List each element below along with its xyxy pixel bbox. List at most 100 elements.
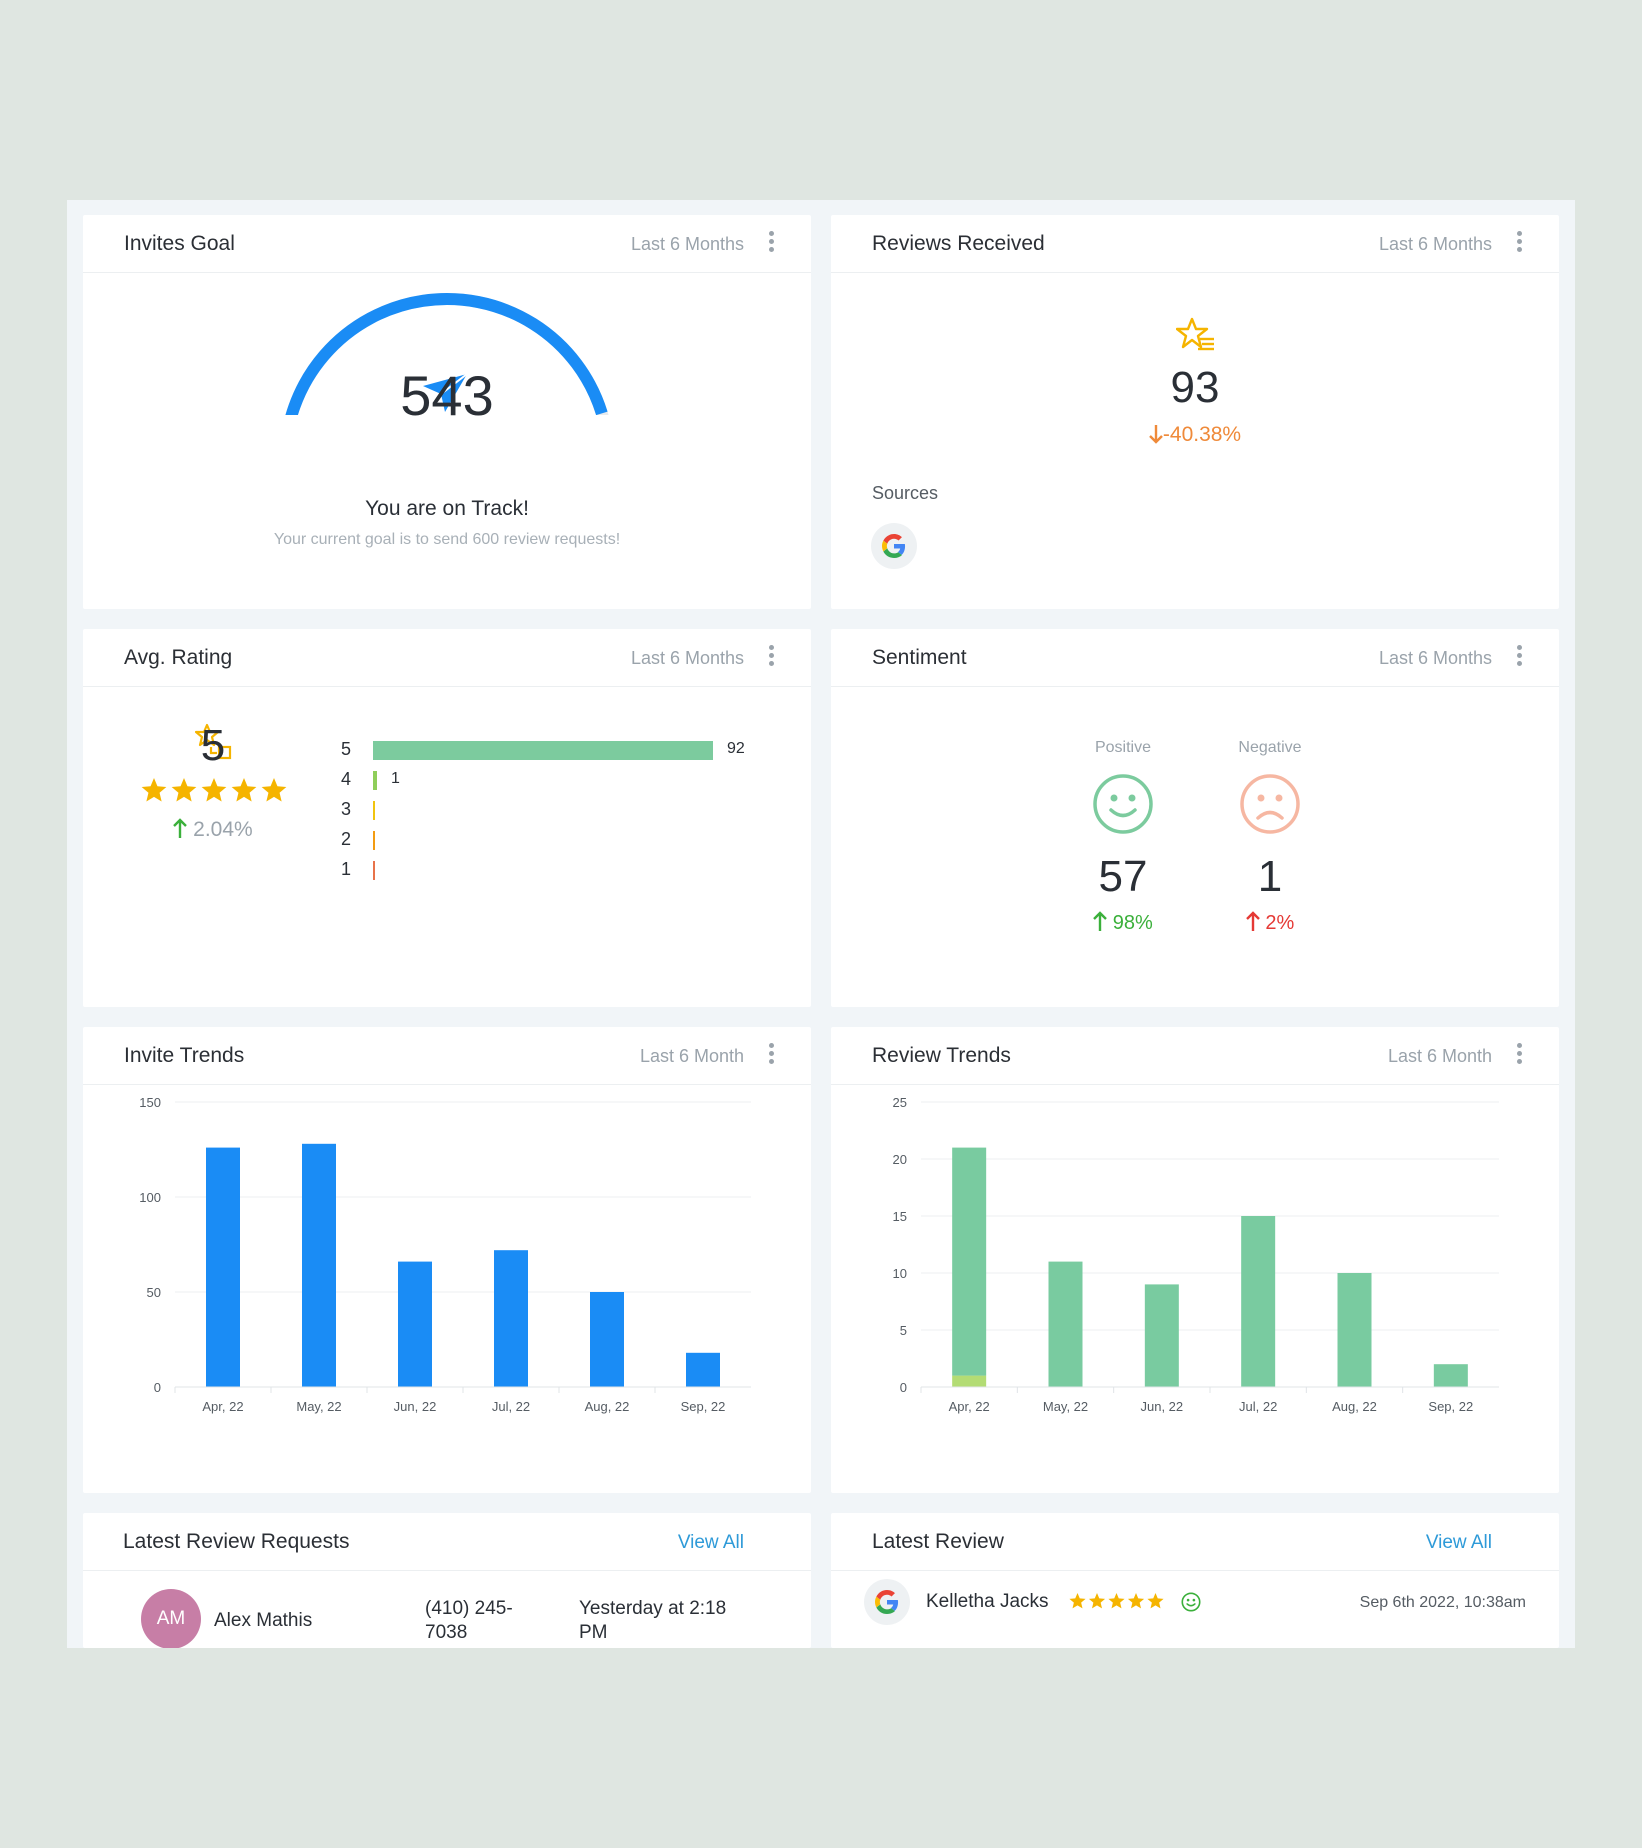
- reviewer-name: Kelletha Jacks: [926, 1591, 1049, 1612]
- bar[interactable]: [952, 1375, 987, 1387]
- more-options-icon[interactable]: [1517, 1043, 1523, 1067]
- more-options-icon[interactable]: [769, 645, 775, 669]
- bar[interactable]: [952, 1147, 987, 1376]
- sentiment-positive-label: Positive: [1094, 739, 1152, 756]
- card-title: Latest Review: [872, 1530, 1004, 1553]
- gauge-progress: [285, 293, 608, 415]
- star-icon: [141, 778, 167, 802]
- period-filter[interactable]: Last 6 Months: [1378, 234, 1492, 254]
- google-icon: [882, 534, 906, 558]
- sentiment-negative-label: Negative: [1238, 739, 1302, 756]
- bar[interactable]: [302, 1143, 336, 1387]
- star-list-icon: [1176, 317, 1214, 351]
- distribution-bar: [373, 831, 375, 850]
- card-title: Review Trends: [872, 1044, 1011, 1067]
- invite-trends-card: Invite Trends Last 6 Month 0 50 100 150 Apr,…: [83, 1027, 811, 1493]
- star-icon: [1108, 1593, 1125, 1609]
- sentiment-card: Sentiment Last 6 Months Positive 57 98% …: [831, 629, 1559, 1007]
- card-title: Reviews Received: [872, 232, 1045, 255]
- view-all-link[interactable]: View All: [1425, 1532, 1492, 1553]
- sentiment-positive-value: 57: [1098, 852, 1148, 901]
- sentiment-negative-change: 2%: [1200, 910, 1340, 935]
- bar[interactable]: [398, 1261, 432, 1387]
- x-tick-label: Aug, 22: [585, 1399, 630, 1414]
- x-tick-label: Jul, 22: [1239, 1399, 1277, 1414]
- period-filter[interactable]: Last 6 Month: [639, 1046, 744, 1066]
- y-tick-label: 20: [893, 1152, 907, 1167]
- bar[interactable]: [590, 1292, 624, 1387]
- card-header: Avg. Rating Last 6 Months: [83, 629, 811, 687]
- stars: [141, 778, 287, 802]
- bar[interactable]: [206, 1147, 240, 1387]
- rating-stars: [141, 777, 291, 807]
- bar[interactable]: [494, 1250, 528, 1387]
- review-date: Sep 6th 2022, 10:38am: [1359, 1594, 1526, 1611]
- bar[interactable]: [1048, 1261, 1083, 1387]
- x-tick-label: Jul, 22: [492, 1399, 530, 1414]
- more-options-icon[interactable]: [769, 1043, 775, 1067]
- rating-shapes-icon: [195, 723, 232, 760]
- arrow-down-icon: [1149, 425, 1163, 444]
- smile-icon: [1093, 774, 1153, 834]
- frown-icon: [1240, 774, 1300, 834]
- star-icon: [231, 778, 257, 802]
- card-title: Invite Trends: [124, 1044, 245, 1067]
- star-icon: [1069, 1593, 1086, 1609]
- reviews-count: 93: [1170, 363, 1220, 412]
- distribution-label: 3: [341, 799, 352, 819]
- goal-value: 543: [400, 364, 494, 427]
- y-tick-label: 150: [139, 1095, 161, 1110]
- google-icon: [875, 1590, 899, 1614]
- y-tick-label: 25: [893, 1095, 907, 1110]
- period-filter[interactable]: Last 6 Months: [1378, 648, 1492, 668]
- distribution-row: 2: [341, 829, 761, 851]
- card-header: Review Trends Last 6 Month: [831, 1027, 1559, 1085]
- period-filter[interactable]: Last 6 Months: [630, 234, 744, 254]
- avatar: AM: [141, 1589, 201, 1648]
- arrow-up-icon: [1245, 911, 1260, 931]
- bar[interactable]: [1337, 1273, 1372, 1387]
- goal-description: Your current goal is to send 600 review …: [273, 531, 621, 548]
- x-tick-label: Jun, 22: [1141, 1399, 1184, 1414]
- distribution-count: 92: [727, 740, 745, 757]
- x-tick-label: Sep, 22: [1428, 1399, 1473, 1414]
- paper-plane-icon: [423, 373, 468, 412]
- x-tick-label: Apr, 22: [949, 1399, 990, 1414]
- invites-goal-card: Invites Goal Last 6 Months 543 You are o…: [83, 215, 811, 609]
- card-header: Latest Review Requests View All: [83, 1513, 811, 1571]
- request-name: Alex Mathis: [214, 1610, 313, 1631]
- bar[interactable]: [1144, 1284, 1179, 1387]
- more-options-icon[interactable]: [769, 231, 775, 255]
- latest-review-card: Latest Review View All Kelletha Jacks Se…: [831, 1513, 1559, 1648]
- distribution-bar: [373, 801, 375, 820]
- stars: [1069, 1593, 1164, 1609]
- card-title: Sentiment: [872, 646, 967, 669]
- card-header: Latest Review View All: [831, 1513, 1559, 1571]
- sentiment-positive-change: 98%: [1053, 910, 1193, 935]
- distribution-count: 1: [391, 770, 400, 787]
- sentiment-negative-value: 1: [1257, 852, 1283, 901]
- card-title: Invites Goal: [124, 232, 235, 255]
- period-filter[interactable]: Last 6 Months: [630, 648, 744, 668]
- star-icon: [171, 778, 197, 802]
- bar[interactable]: [1433, 1364, 1468, 1387]
- sentiment-positive: Positive 57 98%: [1053, 739, 1193, 935]
- request-phone: (410) 245-7038: [425, 1598, 513, 1643]
- distribution-bar: [373, 741, 713, 760]
- card-title: Avg. Rating: [124, 646, 233, 669]
- y-tick-label: 10: [893, 1266, 907, 1281]
- more-options-icon[interactable]: [1517, 645, 1523, 669]
- more-options-icon[interactable]: [1517, 231, 1523, 255]
- star-icon: [1147, 1593, 1164, 1609]
- period-filter[interactable]: Last 6 Month: [1387, 1046, 1492, 1066]
- bar[interactable]: [1241, 1216, 1276, 1387]
- star-icon: [1088, 1593, 1106, 1609]
- distribution-row: 1: [341, 859, 761, 881]
- y-tick-label: 50: [147, 1285, 161, 1300]
- arrow-up-icon: [173, 818, 188, 838]
- source-google[interactable]: [871, 523, 917, 569]
- sentiment-negative: Negative 1 2%: [1200, 739, 1340, 935]
- view-all-link[interactable]: View All: [677, 1532, 744, 1553]
- bar[interactable]: [686, 1352, 720, 1387]
- star-icon: [261, 778, 287, 802]
